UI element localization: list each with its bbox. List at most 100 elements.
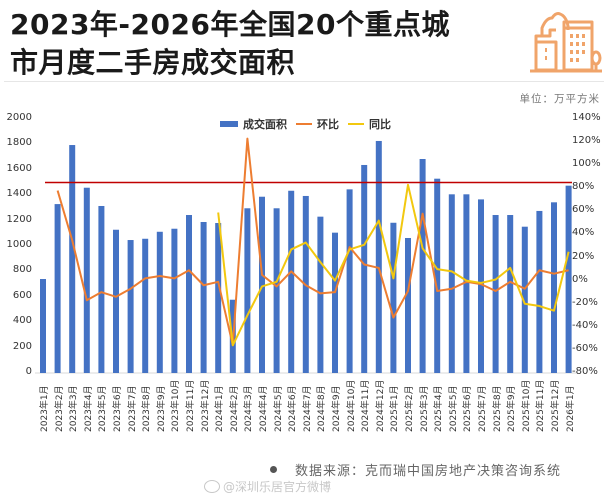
y-tick-right: -60% <box>572 342 598 354</box>
x-tick-label: 2024年4月 <box>259 385 269 432</box>
y-tick-left: 800 <box>12 264 32 276</box>
x-tick-label: 2025年7月 <box>478 385 488 432</box>
y-tick-right: 140% <box>572 112 601 123</box>
x-tick-label: 2023年9月 <box>156 385 167 432</box>
y-tick-right: 100% <box>572 158 601 170</box>
y-tick-right: 60% <box>572 204 595 216</box>
bar <box>215 223 222 373</box>
bullet-icon <box>270 466 277 473</box>
x-tick-label: 2023年6月 <box>113 385 123 432</box>
x-tick-label: 2024年2月 <box>229 385 240 432</box>
page-title: 2023年-2026年全国20个重点城 市月度二手房成交面积 <box>10 6 520 82</box>
x-tick-label: 2025年2月 <box>405 385 415 432</box>
x-tick-label: 2023年5月 <box>98 385 109 432</box>
y-tick-right: 20% <box>572 250 595 262</box>
y-tick-left: 1600 <box>6 162 32 174</box>
bar <box>83 187 90 373</box>
y-tick-left: 200 <box>12 340 32 352</box>
title-divider <box>4 81 604 82</box>
y-tick-left: 400 <box>12 315 32 327</box>
bar <box>113 229 119 373</box>
legend-item-volume: 成交面积 <box>220 116 287 132</box>
bar <box>419 159 426 373</box>
legend-label-yoy: 同比 <box>369 118 391 131</box>
x-tick-label: 2025年3月 <box>419 385 430 432</box>
legend-label-mom: 环比 <box>317 118 339 131</box>
y-tick-right: 40% <box>572 227 595 239</box>
buildings-icon <box>530 12 602 73</box>
x-tick-label: 2023年11月 <box>186 379 196 432</box>
legend-label-volume: 成交面积 <box>243 118 287 131</box>
x-tick-label: 2023年2月 <box>54 385 65 432</box>
legend-line-swatch-yoy <box>348 123 364 125</box>
bar <box>405 237 411 373</box>
x-tick-label: 2024年11月 <box>361 379 372 432</box>
bar <box>492 215 499 373</box>
bar <box>448 194 455 373</box>
source-note: 数据来源：克而瑞中国房地产决策咨询系统 <box>270 460 561 479</box>
x-tick-label: 2025年6月 <box>463 385 474 432</box>
bar <box>40 279 46 373</box>
bar <box>346 189 353 373</box>
legend-item-mom: 环比 <box>296 116 339 132</box>
y-tick-left: 1000 <box>6 239 32 250</box>
bar <box>390 222 397 373</box>
bar <box>69 145 76 373</box>
bar <box>521 226 528 373</box>
y-tick-left: 2000 <box>6 112 32 123</box>
bar <box>478 199 484 373</box>
bar <box>536 210 543 373</box>
y-tick-right: -80% <box>572 366 598 377</box>
mom-line <box>56 137 569 347</box>
bar <box>317 216 324 373</box>
y-tick-right: -20% <box>572 296 598 308</box>
bar <box>273 208 280 373</box>
bar <box>375 140 382 373</box>
x-tick-label: 2023年8月 <box>142 385 153 432</box>
y-tick-right: -40% <box>572 319 598 331</box>
x-tick-label: 2025年5月 <box>448 385 459 432</box>
y-tick-left: 600 <box>12 289 32 301</box>
x-tick-label: 2026年1月 <box>565 385 576 432</box>
bar <box>98 205 105 373</box>
bar <box>186 215 192 373</box>
title-line-1: 2023年-2026年全国20个重点城 <box>10 8 450 41</box>
y-tick-left: 1400 <box>6 188 32 200</box>
bar <box>361 164 368 373</box>
y-tick-left: 1800 <box>6 137 32 149</box>
chart-legend: 成交面积 环比 同比 <box>220 116 395 132</box>
y-tick-left: 1200 <box>6 213 32 225</box>
y-tick-left: 0 <box>25 366 32 377</box>
weibo-icon <box>204 480 220 493</box>
bar <box>54 204 61 373</box>
x-tick-label: 2025年9月 <box>507 385 518 432</box>
x-tick-label: 2023年4月 <box>83 385 94 432</box>
bar <box>259 196 265 373</box>
watermark-text: @深圳乐居官方微博 <box>223 480 332 494</box>
bar <box>434 178 441 373</box>
y-tick-right: 80% <box>572 181 595 193</box>
bar <box>551 202 557 373</box>
bar <box>244 208 251 373</box>
x-tick-label: 2024年12月 <box>375 379 386 432</box>
x-tick-label: 2023年3月 <box>69 385 80 432</box>
x-tick-label: 2023年12月 <box>200 379 211 432</box>
legend-item-yoy: 同比 <box>348 116 391 132</box>
bar <box>171 228 178 373</box>
bar <box>142 238 149 373</box>
bar <box>156 231 163 373</box>
y-tick-right: 120% <box>572 135 601 147</box>
x-tick-label: 2025年10月 <box>521 379 532 432</box>
bar <box>127 240 134 373</box>
watermark: @深圳乐居官方微博 <box>204 478 331 495</box>
x-tick-label: 2025年4月 <box>434 385 445 432</box>
y-tick-right: 0% <box>572 273 588 285</box>
bar <box>332 232 338 373</box>
source-text: 数据来源：克而瑞中国房地产决策咨询系统 <box>295 464 562 479</box>
x-tick-label: 2024年10月 <box>346 379 357 432</box>
unit-label: 单位：万平方米 <box>519 93 600 105</box>
x-tick-label: 2025年12月 <box>551 379 561 432</box>
bar <box>463 194 470 373</box>
yoy-line <box>217 183 570 347</box>
